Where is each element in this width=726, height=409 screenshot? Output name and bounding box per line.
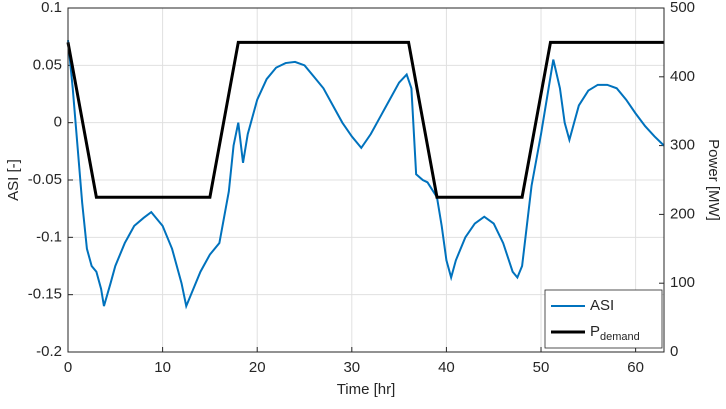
- y-tick-label: 0.1: [41, 0, 62, 16]
- y-tick-label: 0.05: [33, 56, 62, 73]
- x-axis-label: Time [hr]: [337, 381, 396, 398]
- y2-tick-label: 0: [670, 343, 678, 360]
- x-tick-label: 30: [343, 359, 360, 376]
- y-tick-label: -0.05: [28, 171, 62, 188]
- y-tick-label: -0.1: [36, 228, 62, 245]
- legend-label: Pdemand: [590, 323, 640, 343]
- legend-box: [544, 289, 663, 349]
- y-axis-label: ASI [-]: [5, 159, 22, 201]
- y-tick-label: 0: [54, 114, 62, 131]
- x-tick-label: 40: [438, 359, 455, 376]
- x-tick-label: 60: [627, 359, 644, 376]
- x-tick-label: 10: [154, 359, 171, 376]
- plot-border: [67, 7, 665, 353]
- legend-label: ASI: [590, 297, 614, 314]
- legend-label-main: P: [590, 323, 600, 340]
- y-tick-label: -0.15: [28, 286, 62, 303]
- y2-tick-label: 200: [670, 205, 695, 222]
- y2-tick-label: 400: [670, 68, 695, 85]
- series-line: [66, 40, 664, 199]
- series-line: [67, 40, 665, 310]
- y2-tick-label: 500: [670, 0, 695, 16]
- legend-label-main: ASI: [590, 297, 614, 314]
- legend-label-sub: demand: [600, 331, 640, 343]
- y-tick-label: -0.2: [36, 343, 62, 360]
- x-tick-label: 50: [533, 359, 550, 376]
- y2-axis-label: Power [MW]: [705, 139, 722, 221]
- y2-tick-label: 300: [670, 137, 695, 154]
- x-tick-label: 20: [249, 359, 266, 376]
- y2-tick-label: 100: [670, 274, 695, 291]
- legend: ASI Pdemand: [544, 289, 663, 349]
- x-tick-label: 0: [64, 359, 72, 376]
